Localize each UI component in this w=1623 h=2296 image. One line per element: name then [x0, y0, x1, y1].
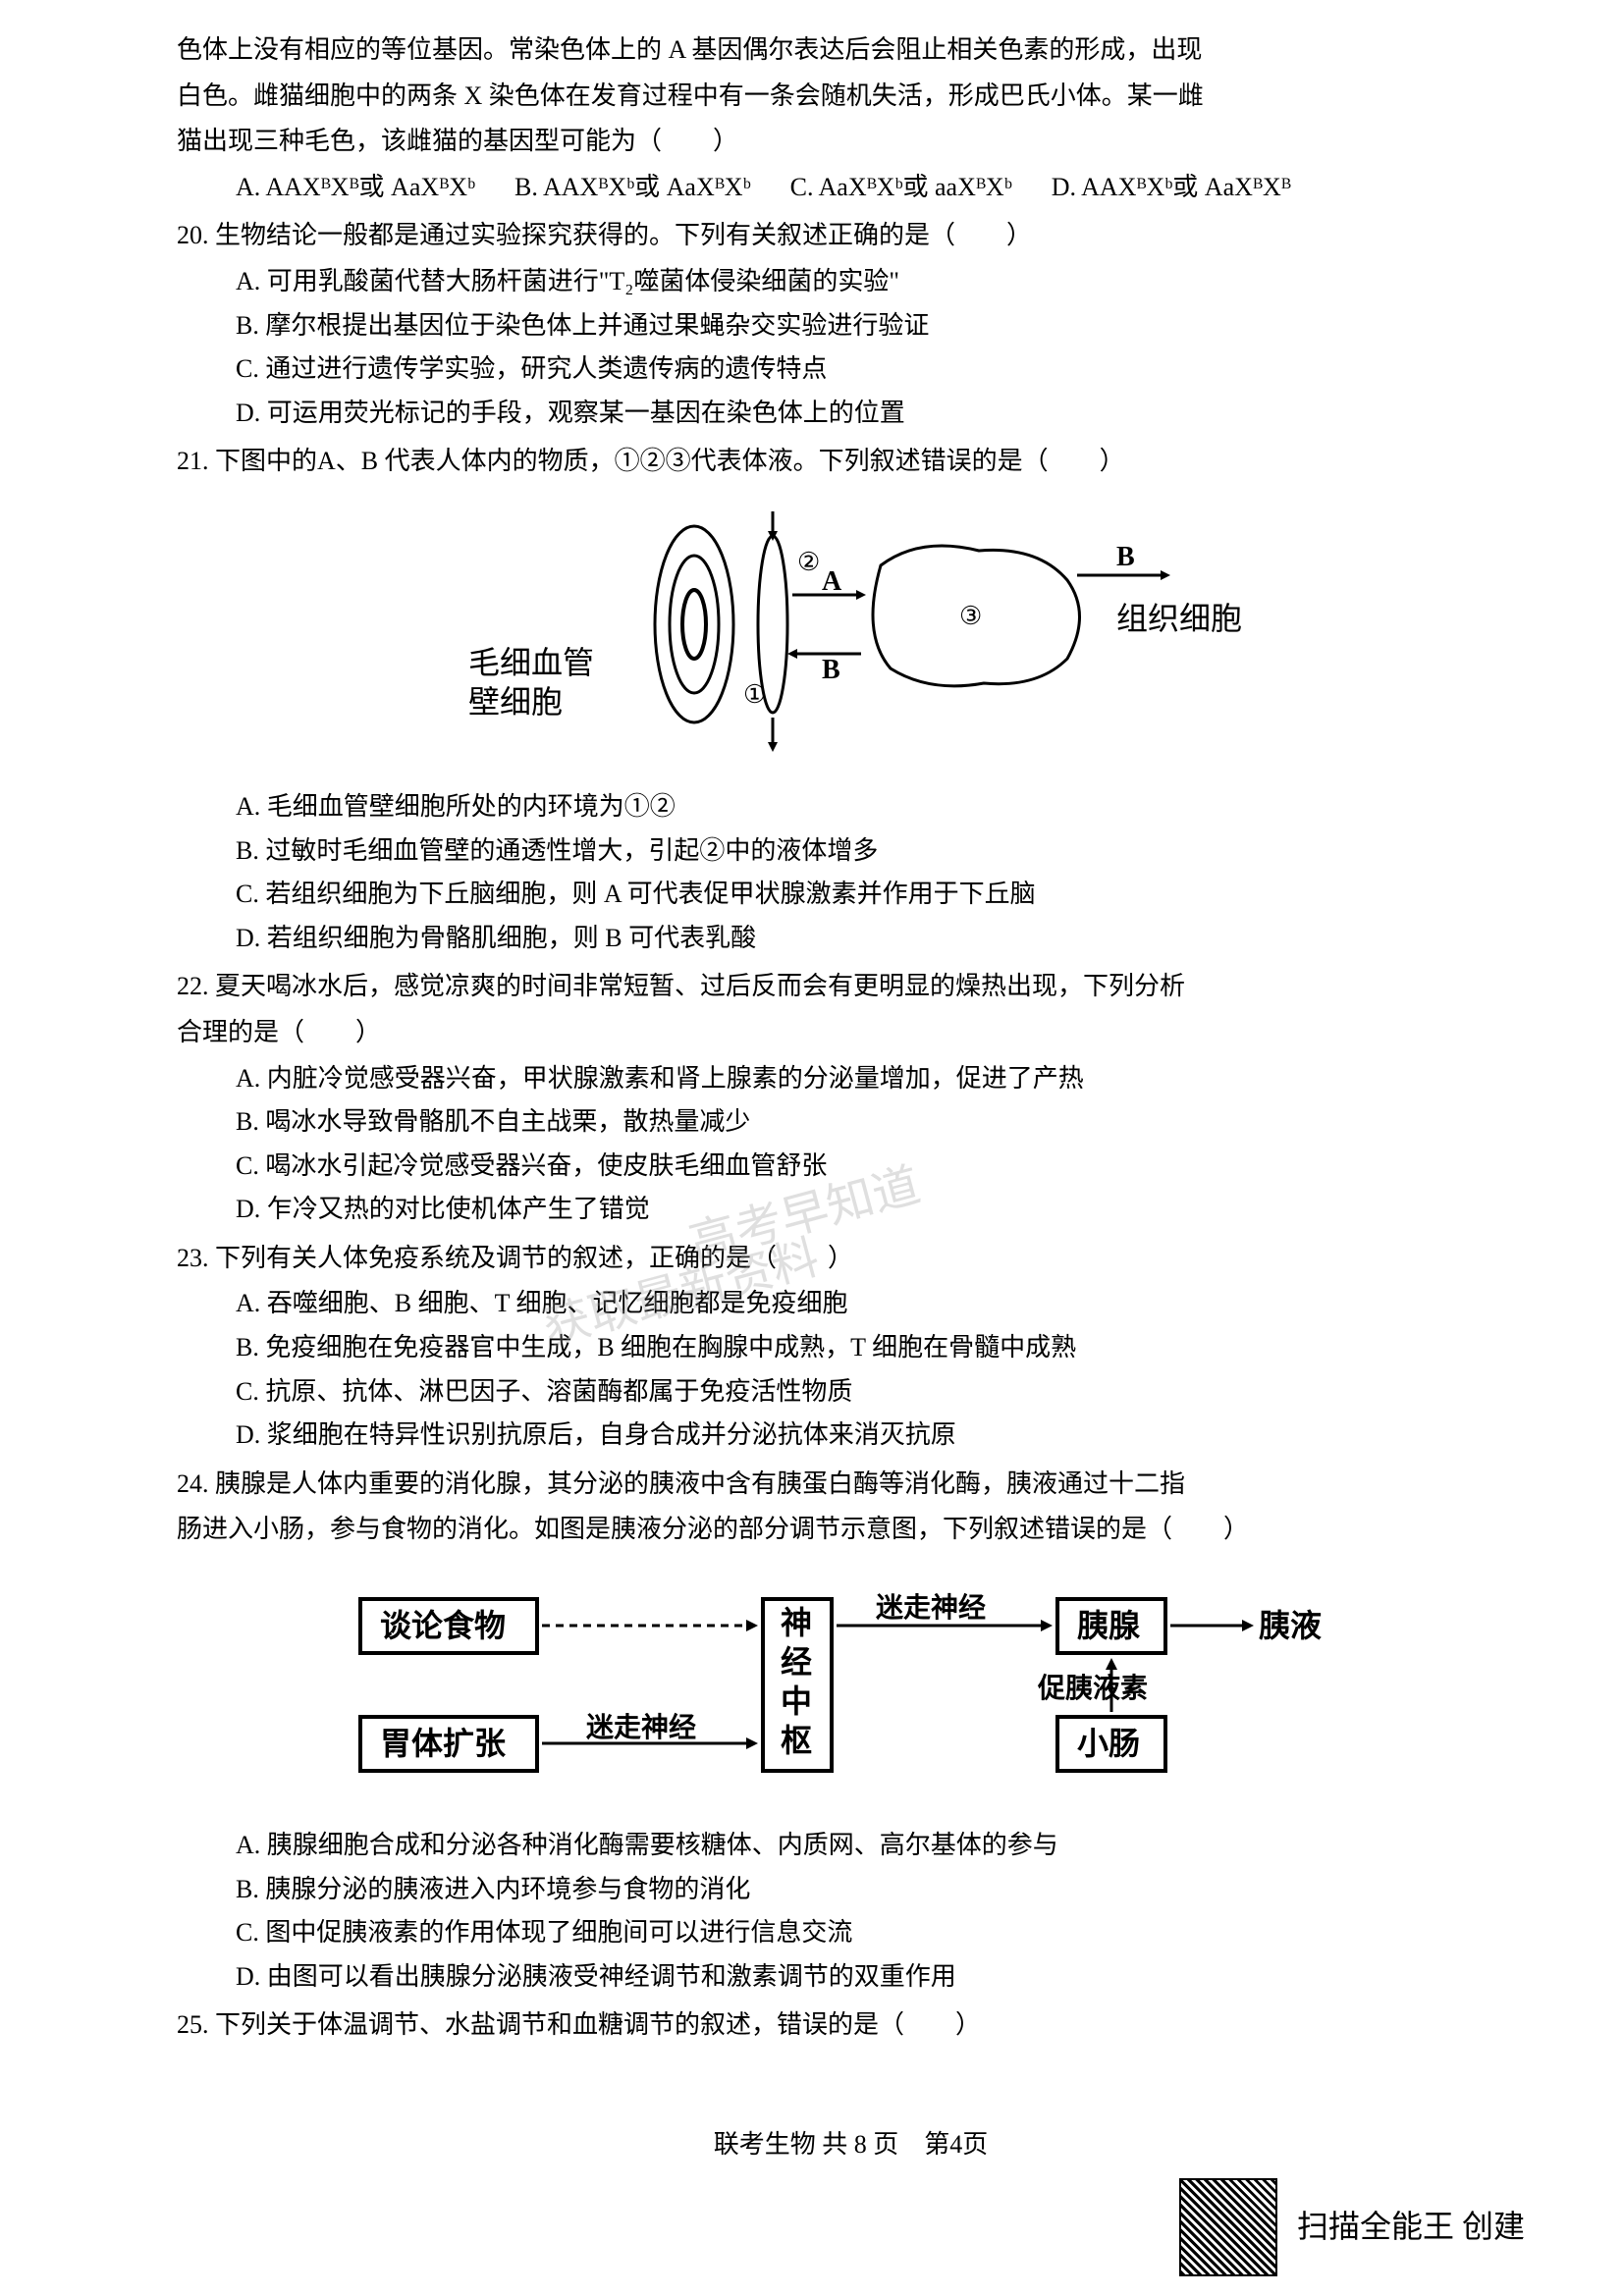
cell-diagram: A B B ① ② ③ 毛细血管 壁细胞 组织细胞 [177, 497, 1525, 772]
q23-option-a: A. 吞噬细胞、B 细胞、T 细胞、记忆细胞都是免疫细胞 [177, 1283, 1525, 1324]
q21-text: 21. 下图中的A、B 代表人体内的物质，①②③代表体液。下列叙述错误的是（ ） [177, 441, 1525, 482]
q21: 21. 下图中的A、B 代表人体内的物质，①②③代表体液。下列叙述错误的是（ ）… [177, 441, 1525, 958]
q19-options: A. AAXᴮXᴮ或 AaXᴮXᵇ B. AAXᴮXᵇ或 AaXᴮXᵇ C. A… [177, 167, 1525, 208]
capillary-mid [670, 556, 719, 693]
page-footer: 联考生物 共 8 页 第4页 [177, 2124, 1525, 2165]
text-talk-food: 谈论食物 [380, 1608, 506, 1643]
intro-line-3: 猫出现三种毛色，该雌猫的基因型可能为（ ） [177, 121, 1525, 162]
q24-option-a: A. 胰腺细胞合成和分泌各种消化酶需要核糖体、内质网、高尔基体的参与 [177, 1825, 1525, 1866]
q22-option-b: B. 喝冰水导致骨骼肌不自主战栗，散热量减少 [177, 1101, 1525, 1143]
intro-line-1: 色体上没有相应的等位基因。常染色体上的 A 基因偶尔表达后会阻止相关色素的形成，… [177, 29, 1525, 71]
q19-option-d: D. AAXᴮXᵇ或 AaXᴮXᴮ [1052, 167, 1291, 208]
arrow-juice-head [1242, 1620, 1254, 1631]
q20-option-a: A. 可用乳酸菌代替大肠杆菌进行"T₂噬菌体侵染细菌的实验" [177, 261, 1525, 302]
q23-option-b: B. 免疫细胞在免疫器官中生成，B 细胞在胸腺中成熟，T 细胞在骨髓中成熟 [177, 1327, 1525, 1368]
q23: 23. 下列有关人体免疫系统及调节的叙述，正确的是（ ） A. 吞噬细胞、B 细… [177, 1238, 1525, 1456]
q20-option-d: D. 可运用荧光标记的手段，观察某一基因在染色体上的位置 [177, 393, 1525, 434]
q21-option-c: C. 若组织细胞为下丘脑细胞，则 A 可代表促甲状腺激素并作用于下丘脑 [177, 874, 1525, 915]
arrow-nerve-pancreas-head [1041, 1620, 1053, 1631]
q24-option-d: D. 由图可以看出胰腺分泌胰液受神经调节和激素调节的双重作用 [177, 1956, 1525, 1998]
q20-text: 20. 生物结论一般都是通过实验探究获得的。下列有关叙述正确的是（ ） [177, 215, 1525, 256]
q22-option-c: C. 喝冰水引起冷觉感受器兴奋，使皮肤毛细血管舒张 [177, 1146, 1525, 1187]
q19-continuation: 色体上没有相应的等位基因。常染色体上的 A 基因偶尔表达后会阻止相关色素的形成，… [177, 29, 1525, 207]
q20: 20. 生物结论一般都是通过实验探究获得的。下列有关叙述正确的是（ ） A. 可… [177, 215, 1525, 433]
q22-option-a: A. 内脏冷觉感受器兴奋，甲状腺激素和肾上腺素的分泌量增加，促进了产热 [177, 1058, 1525, 1099]
label-capillary: 毛细血管 [468, 645, 594, 680]
q22: 22. 夏天喝冰水后，感觉凉爽的时间非常短暂、过后反而会有更明显的燥热出现，下列… [177, 966, 1525, 1230]
q19-option-c: C. AaXᴮXᵇ或 aaXᴮXᵇ [790, 167, 1012, 208]
q21-option-a: A. 毛细血管壁细胞所处的内环境为①② [177, 786, 1525, 828]
label-num1: ① [743, 680, 766, 709]
label-juice: 胰液 [1259, 1608, 1322, 1643]
arrow-stomach-nerve-head [746, 1737, 758, 1749]
label-num3: ③ [959, 602, 982, 630]
q23-text: 23. 下列有关人体免疫系统及调节的叙述，正确的是（ ） [177, 1238, 1525, 1279]
arrow-b1-head [787, 649, 797, 659]
label-a: A [822, 566, 842, 597]
q23-option-d: D. 浆细胞在特异性识别抗原后，自身合成并分泌抗体来消灭抗原 [177, 1415, 1525, 1456]
label-b1: B [822, 655, 840, 685]
intro-line-2: 白色。雌猫细胞中的两条 X 染色体在发育过程中有一条会随机失活，形成巴氏小体。某… [177, 76, 1525, 117]
label-b2: B [1116, 542, 1135, 572]
q19-option-b: B. AAXᴮXᵇ或 AaXᴮXᵇ [514, 167, 751, 208]
q20-option-c: C. 通过进行遗传学实验，研究人类遗传病的遗传特点 [177, 348, 1525, 390]
text-nerve-1: 神 [781, 1605, 812, 1640]
q20-option-b: B. 摩尔根提出基因位于染色体上并通过果蝇杂交实验进行验证 [177, 305, 1525, 347]
capillary-inner [682, 590, 706, 659]
q24-text2: 肠进入小肠，参与食物的消化。如图是胰液分泌的部分调节示意图，下列叙述错误的是（ … [177, 1509, 1525, 1550]
q25-text: 25. 下列关于体温调节、水盐调节和血糖调节的叙述，错误的是（ ） [177, 2004, 1525, 2046]
label-wall-cell: 壁细胞 [468, 684, 563, 720]
arrow-dashed-head [746, 1620, 758, 1631]
q25: 25. 下列关于体温调节、水盐调节和血糖调节的叙述，错误的是（ ） [177, 2004, 1525, 2046]
text-intestine: 小肠 [1077, 1726, 1140, 1761]
arrow-bottom-head [768, 742, 778, 752]
scan-text: 扫描全能王 创建 [1297, 2202, 1525, 2252]
q24-text1: 24. 胰腺是人体内重要的消化腺，其分泌的胰液中含有胰蛋白酶等消化酶，胰液通过十… [177, 1464, 1525, 1505]
qr-code-icon [1179, 2178, 1277, 2276]
text-stomach: 胃体扩张 [380, 1726, 506, 1761]
label-vagus1: 迷走神经 [586, 1711, 696, 1743]
q24-option-b: B. 胰腺分泌的胰液进入内环境参与食物的消化 [177, 1869, 1525, 1910]
text-pancreas: 胰腺 [1077, 1608, 1141, 1643]
diagram1-svg: A B B ① ② ③ 毛细血管 壁细胞 组织细胞 [409, 497, 1293, 772]
q21-option-d: D. 若组织细胞为骨骼肌细胞，则 B 可代表乳酸 [177, 918, 1525, 959]
text-nerve-4: 枢 [781, 1723, 812, 1758]
scan-footer: 扫描全能王 创建 [1179, 2178, 1525, 2276]
arrow-a-head [856, 590, 866, 600]
arrow-b2-head [1161, 570, 1170, 580]
q22-text1: 22. 夏天喝冰水后，感觉凉爽的时间非常短暂、过后反而会有更明显的燥热出现，下列… [177, 966, 1525, 1007]
q22-text2: 合理的是（ ） [177, 1012, 1525, 1053]
label-num2: ② [797, 548, 820, 576]
flowchart-diagram: 谈论食物 胃体扩张 神 经 中 枢 胰腺 小肠 [177, 1570, 1525, 1805]
label-vagus2: 迷走神经 [876, 1591, 986, 1624]
arrow-secretin-head [1106, 1658, 1117, 1670]
q22-option-d: D. 乍冷又热的对比使机体产生了错觉 [177, 1189, 1525, 1230]
q24-option-c: C. 图中促胰液素的作用体现了细胞间可以进行信息交流 [177, 1912, 1525, 1953]
flowchart-svg: 谈论食物 胃体扩张 神 经 中 枢 胰腺 小肠 [311, 1570, 1391, 1805]
label-tissue-cell: 组织细胞 [1116, 601, 1242, 636]
q24: 24. 胰腺是人体内重要的消化腺，其分泌的胰液中含有胰蛋白酶等消化酶，胰液通过十… [177, 1464, 1525, 1998]
text-nerve-2: 经 [781, 1644, 812, 1680]
q23-option-c: C. 抗原、抗体、淋巴因子、溶菌酶都属于免疫活性物质 [177, 1371, 1525, 1413]
q21-option-b: B. 过敏时毛细血管壁的通透性增大，引起②中的液体增多 [177, 830, 1525, 872]
text-nerve-3: 中 [781, 1683, 812, 1719]
q19-option-a: A. AAXᴮXᴮ或 AaXᴮXᵇ [236, 167, 475, 208]
label-secretin: 促胰液素 [1037, 1673, 1148, 1704]
